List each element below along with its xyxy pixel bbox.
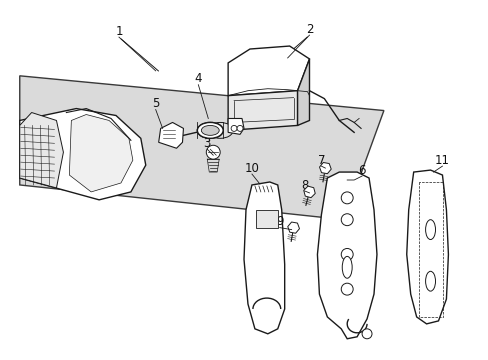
Ellipse shape — [425, 271, 435, 291]
Polygon shape — [20, 109, 145, 200]
Text: 4: 4 — [194, 72, 202, 85]
Polygon shape — [228, 91, 297, 130]
Polygon shape — [319, 162, 330, 174]
Text: 7: 7 — [317, 154, 325, 167]
Ellipse shape — [197, 122, 223, 138]
Polygon shape — [69, 114, 133, 192]
Text: 3: 3 — [203, 137, 210, 150]
Circle shape — [341, 248, 352, 260]
Polygon shape — [297, 59, 309, 125]
Circle shape — [341, 283, 352, 295]
Circle shape — [361, 329, 371, 339]
Circle shape — [237, 125, 243, 131]
Text: 6: 6 — [358, 163, 365, 176]
Polygon shape — [287, 222, 299, 233]
Ellipse shape — [425, 220, 435, 239]
Polygon shape — [303, 186, 315, 198]
Text: 8: 8 — [300, 179, 307, 193]
Text: 9: 9 — [275, 215, 283, 228]
Ellipse shape — [197, 122, 223, 138]
Bar — [255, 210, 277, 228]
Text: 11: 11 — [434, 154, 449, 167]
Polygon shape — [406, 170, 447, 324]
Text: 5: 5 — [152, 97, 159, 110]
Polygon shape — [158, 122, 183, 148]
Circle shape — [231, 125, 237, 131]
Ellipse shape — [207, 122, 233, 138]
Polygon shape — [317, 172, 376, 339]
Polygon shape — [244, 182, 284, 334]
Text: 1: 1 — [115, 24, 122, 38]
Text: 10: 10 — [244, 162, 259, 175]
Ellipse shape — [201, 125, 219, 135]
Circle shape — [341, 214, 352, 226]
Polygon shape — [20, 113, 63, 188]
Circle shape — [341, 192, 352, 204]
Polygon shape — [20, 76, 383, 220]
Polygon shape — [228, 118, 244, 134]
Polygon shape — [228, 46, 309, 96]
Circle shape — [206, 145, 220, 159]
Text: 2: 2 — [305, 23, 313, 36]
Ellipse shape — [342, 256, 351, 278]
